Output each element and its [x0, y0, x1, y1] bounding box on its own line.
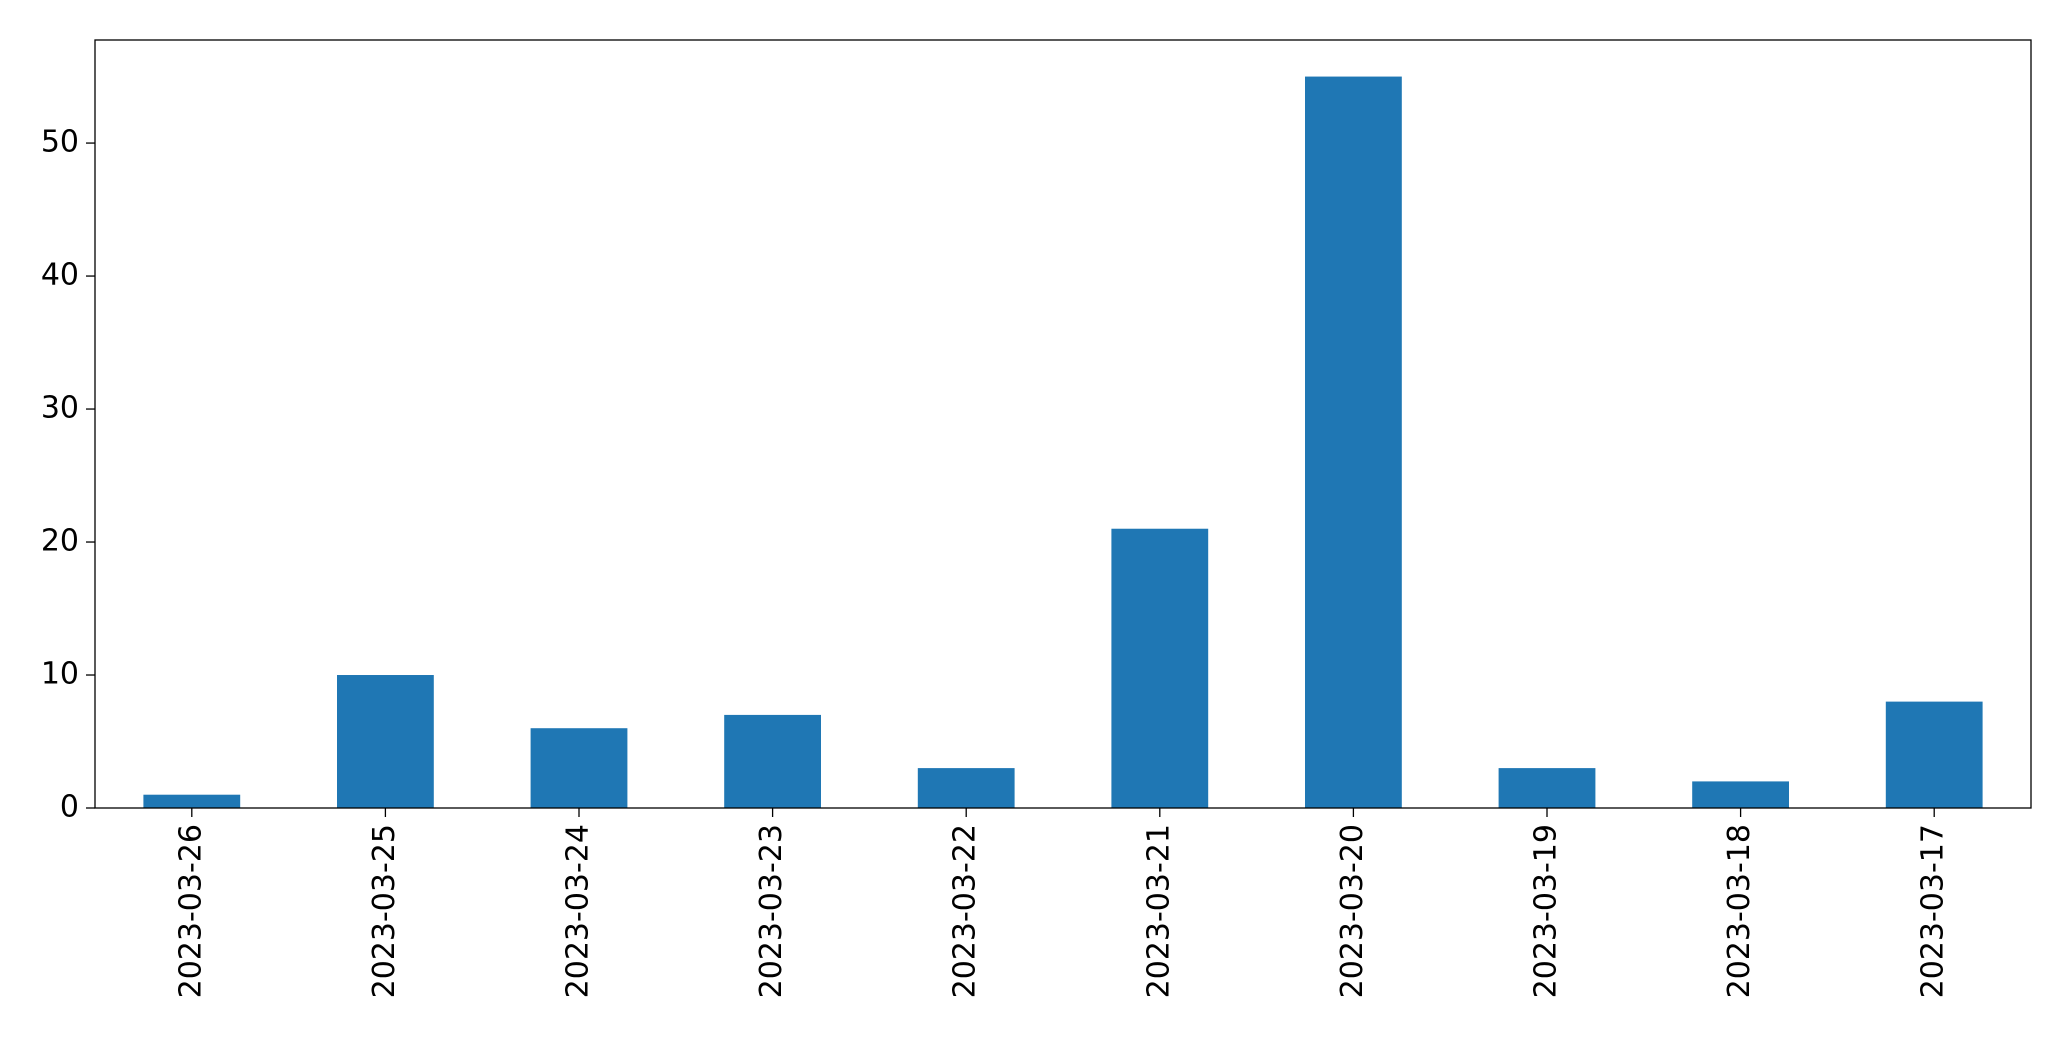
bar — [1498, 768, 1596, 808]
x-tick-label: 2023-03-21 — [1141, 824, 1176, 998]
bar — [143, 794, 241, 808]
bar — [337, 675, 434, 808]
x-tick-label: 2023-03-24 — [561, 824, 596, 998]
bar — [1692, 781, 1789, 808]
x-tick-label: 2023-03-20 — [1335, 824, 1370, 998]
bar — [724, 714, 821, 808]
y-tick-label: 20 — [41, 524, 79, 559]
x-tick-label: 2023-03-25 — [367, 824, 402, 998]
bar — [1111, 528, 1209, 808]
bar — [917, 768, 1015, 808]
bar — [1885, 701, 1983, 808]
x-tick-label: 2023-03-26 — [173, 824, 208, 998]
bar — [530, 728, 628, 808]
bar — [1305, 76, 1402, 809]
y-tick-label: 50 — [41, 125, 79, 160]
x-tick-label: 2023-03-19 — [1529, 824, 1564, 998]
x-tick-label: 2023-03-22 — [948, 824, 983, 998]
y-tick-label: 0 — [60, 790, 79, 825]
y-tick-label: 10 — [41, 657, 79, 692]
y-tick-label: 30 — [41, 391, 79, 426]
x-tick-label: 2023-03-18 — [1722, 824, 1757, 998]
y-tick-label: 40 — [41, 258, 79, 293]
x-tick-label: 2023-03-17 — [1916, 824, 1951, 998]
plot-frame — [94, 39, 2032, 809]
x-tick-label: 2023-03-23 — [754, 824, 789, 998]
